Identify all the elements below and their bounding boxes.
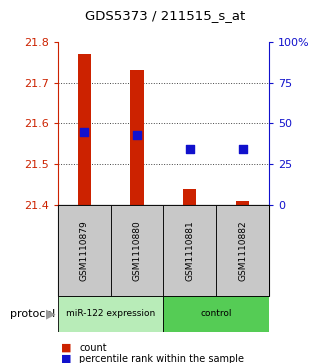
Point <box>134 132 140 138</box>
Text: ■: ■ <box>61 343 72 353</box>
FancyBboxPatch shape <box>163 205 216 296</box>
Text: count: count <box>79 343 107 353</box>
Text: control: control <box>200 310 232 318</box>
Bar <box>130 70 144 205</box>
FancyBboxPatch shape <box>58 296 163 332</box>
FancyBboxPatch shape <box>58 205 111 296</box>
Point <box>187 146 192 152</box>
Text: GDS5373 / 211515_s_at: GDS5373 / 211515_s_at <box>85 9 245 22</box>
Bar <box>183 189 196 205</box>
Text: GSM1110879: GSM1110879 <box>80 220 89 281</box>
FancyBboxPatch shape <box>163 296 269 332</box>
Text: GSM1110882: GSM1110882 <box>238 220 247 281</box>
Text: miR-122 expression: miR-122 expression <box>66 310 155 318</box>
Text: GSM1110881: GSM1110881 <box>185 220 194 281</box>
Text: percentile rank within the sample: percentile rank within the sample <box>79 354 244 363</box>
Text: ▶: ▶ <box>46 307 56 321</box>
Bar <box>78 54 91 205</box>
Point <box>240 146 245 152</box>
FancyBboxPatch shape <box>111 205 163 296</box>
Text: protocol: protocol <box>10 309 55 319</box>
Text: GSM1110880: GSM1110880 <box>132 220 142 281</box>
Bar <box>236 201 249 205</box>
FancyBboxPatch shape <box>216 205 269 296</box>
Text: ■: ■ <box>61 354 72 363</box>
Point <box>82 130 87 135</box>
